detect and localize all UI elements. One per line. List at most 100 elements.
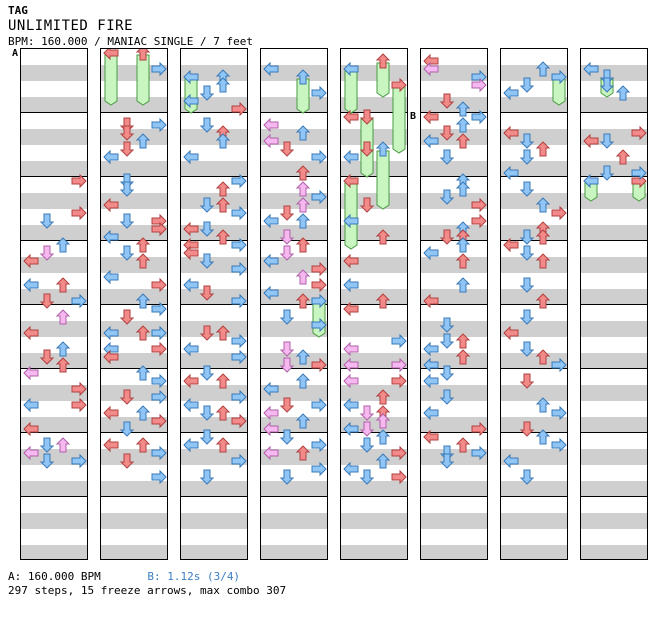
step-arrow-left-icon <box>423 53 439 69</box>
step-arrow-left-icon <box>423 61 439 77</box>
measure-line <box>101 304 167 305</box>
bpm-marker-a: A <box>12 48 19 59</box>
step-arrow-up-icon <box>535 197 551 213</box>
freeze-arrow-head <box>391 77 407 93</box>
step-arrow-up-icon <box>215 325 231 341</box>
freeze-arrow-body <box>632 182 646 202</box>
step-arrow-right-icon <box>471 197 487 213</box>
step-arrow-right-icon <box>151 373 167 389</box>
step-arrow-down-icon <box>199 85 215 101</box>
step-arrow-up-icon <box>535 229 551 245</box>
step-arrow-right-icon <box>391 469 407 485</box>
step-arrow-left-icon <box>263 405 279 421</box>
step-arrow-down-icon <box>199 365 215 381</box>
step-arrow-down-icon <box>519 277 535 293</box>
step-arrow-up-icon <box>55 437 71 453</box>
step-arrow-down-icon <box>519 373 535 389</box>
step-arrow-up-icon <box>215 197 231 213</box>
step-arrow-left-icon <box>183 149 199 165</box>
step-arrow-left-icon <box>103 269 119 285</box>
measure-line <box>101 176 167 177</box>
measure-line <box>181 304 247 305</box>
step-arrow-down-icon <box>119 125 135 141</box>
measure-line <box>421 240 487 241</box>
step-arrow-up-icon <box>375 229 391 245</box>
measure-line <box>421 496 487 497</box>
step-arrow-down-icon <box>599 165 615 181</box>
measure-line <box>581 112 647 113</box>
measure-line <box>501 240 567 241</box>
step-arrow-up-icon <box>535 253 551 269</box>
step-arrow-down-icon <box>279 141 295 157</box>
step-arrow-left-icon <box>423 245 439 261</box>
step-arrow-left-icon <box>183 93 199 109</box>
step-arrow-down-icon <box>279 341 295 357</box>
step-arrow-left-icon <box>183 277 199 293</box>
measure-line <box>421 112 487 113</box>
step-arrow-right-icon <box>551 357 567 373</box>
measure-line <box>181 112 247 113</box>
step-arrow-down-icon <box>439 229 455 245</box>
step-arrow-right-icon <box>311 189 327 205</box>
step-arrow-down-icon <box>519 341 535 357</box>
freeze-arrow-body <box>296 78 310 114</box>
step-arrow-up-icon <box>135 365 151 381</box>
measure-line <box>261 240 327 241</box>
freeze-arrow-head <box>375 141 391 157</box>
step-arrow-down-icon <box>279 245 295 261</box>
column-notes <box>503 61 567 485</box>
step-arrow-down-icon <box>199 197 215 213</box>
freeze-arrow-body <box>104 54 118 106</box>
step-arrow-down-icon <box>119 389 135 405</box>
measure-line <box>421 368 487 369</box>
measure-line <box>101 496 167 497</box>
step-arrow-down-icon <box>119 453 135 469</box>
measure-line <box>501 432 567 433</box>
measure-line <box>341 496 407 497</box>
step-arrow-down-icon <box>439 189 455 205</box>
step-arrow-left-icon <box>423 109 439 125</box>
step-arrow-up-icon <box>535 349 551 365</box>
freeze-arrow-body <box>376 62 390 98</box>
step-arrow-down-icon <box>439 149 455 165</box>
step-arrow-right-icon <box>151 389 167 405</box>
step-arrow-down-icon <box>119 141 135 157</box>
step-arrow-down-icon <box>39 293 55 309</box>
step-arrow-right-icon <box>311 317 327 333</box>
step-arrow-right-icon <box>391 373 407 389</box>
measure-line <box>261 432 327 433</box>
measure-line <box>421 304 487 305</box>
stop-marker-b: B <box>410 111 417 122</box>
step-arrow-down-icon <box>199 325 215 341</box>
step-arrow-right-icon <box>471 69 487 85</box>
measure-line <box>101 240 167 241</box>
measure-line <box>261 368 327 369</box>
step-arrow-left-icon <box>103 405 119 421</box>
measure-line <box>21 368 87 369</box>
column-notes <box>183 69 247 485</box>
step-arrow-up-icon <box>135 237 151 253</box>
step-arrow-right-icon <box>471 445 487 461</box>
column-notes <box>423 53 487 469</box>
step-arrow-up-icon <box>455 437 471 453</box>
step-arrow-down-icon <box>39 437 55 453</box>
step-arrow-up-icon <box>455 349 471 365</box>
step-arrow-left-icon <box>423 341 439 357</box>
step-arrow-up-icon <box>615 149 631 165</box>
step-arrow-left-icon <box>103 341 119 357</box>
measure-line <box>501 368 567 369</box>
song-title: UNLIMITED FIRE <box>8 18 134 34</box>
step-arrow-left-icon <box>23 253 39 269</box>
step-arrow-right-icon <box>151 469 167 485</box>
step-arrow-right-icon <box>71 397 87 413</box>
step-arrow-up-icon <box>295 293 311 309</box>
step-arrow-right-icon <box>231 173 247 189</box>
step-arrow-right-icon <box>391 445 407 461</box>
measure-line <box>421 432 487 433</box>
freeze-arrow-head <box>551 69 567 85</box>
step-arrow-up-icon <box>455 277 471 293</box>
step-arrow-up-icon <box>455 101 471 117</box>
step-arrow-down-icon <box>279 397 295 413</box>
step-arrow-left-icon <box>503 85 519 101</box>
measure-line <box>181 240 247 241</box>
